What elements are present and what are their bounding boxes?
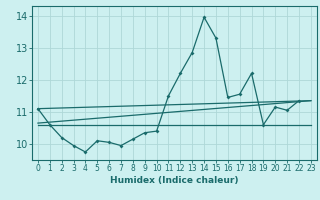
X-axis label: Humidex (Indice chaleur): Humidex (Indice chaleur) [110, 176, 239, 185]
